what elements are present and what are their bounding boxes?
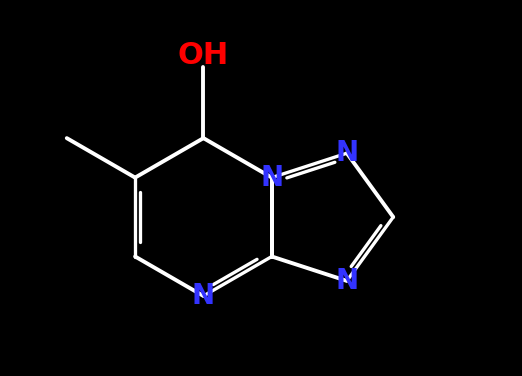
Text: OH: OH bbox=[178, 41, 229, 70]
Text: N: N bbox=[335, 267, 359, 295]
Text: N: N bbox=[192, 282, 215, 310]
Text: N: N bbox=[260, 164, 283, 192]
Text: N: N bbox=[335, 139, 359, 167]
